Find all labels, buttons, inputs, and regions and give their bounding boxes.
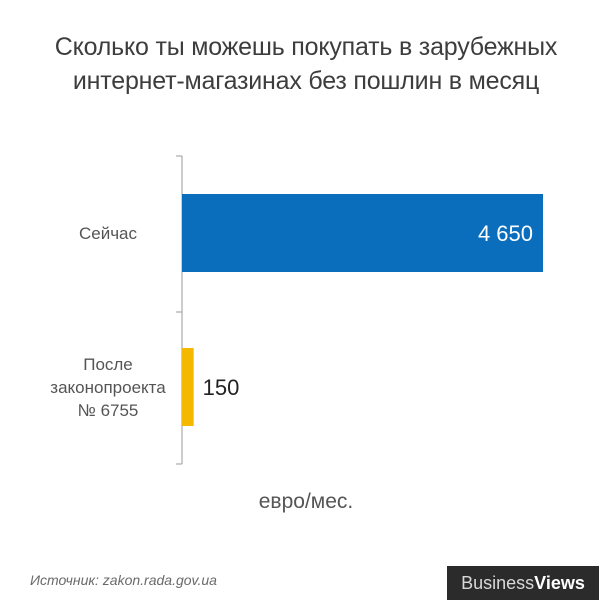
businessviews-logo: Business Views — [447, 566, 599, 600]
value-label-2: 150 — [203, 375, 240, 400]
category-label-2-line-3: № 6755 — [78, 401, 139, 420]
category-label-2-line-2: законопроекта — [50, 378, 166, 397]
category-label-1-line-1: Сейчас — [79, 224, 138, 243]
unit-label: евро/мес. — [258, 490, 354, 513]
bar-2 — [182, 348, 194, 426]
chart-title-line-1: Сколько ты можешь покупать в зарубежных — [54, 33, 558, 61]
bar-1 — [182, 194, 543, 272]
logo-text-business: Business — [461, 572, 535, 593]
category-label-2-line-1: После — [83, 355, 133, 374]
source-note: Источник: zakon.rada.gov.ua — [30, 572, 217, 588]
logo-text-views: Views — [534, 572, 585, 593]
category-label-2: После законопроекта № 6755 — [50, 355, 166, 420]
value-label-1: 4 650 — [478, 221, 533, 246]
chart-title: Сколько ты можешь покупать в зарубежных … — [0, 30, 612, 98]
chart-title-line-2: интернет-магазинах без пошлин в месяц — [72, 67, 540, 95]
category-label-1: Сейчас — [79, 224, 138, 243]
